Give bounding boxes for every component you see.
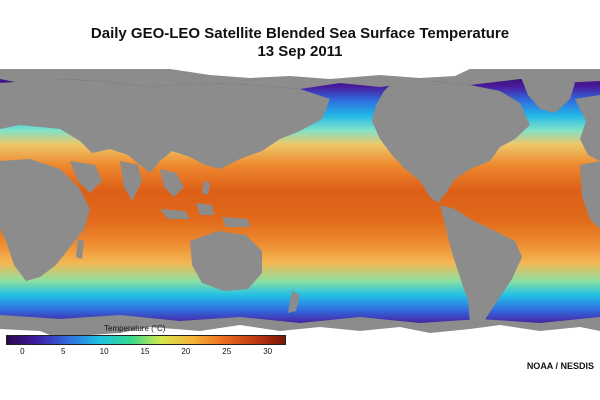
greenland [520, 75, 575, 113]
map-svg [0, 69, 600, 359]
southeast-asia [160, 169, 184, 197]
legend-title: Temperature (°C) [104, 324, 166, 333]
legend-tick-label: 10 [99, 347, 109, 356]
north-america [372, 81, 530, 203]
madagascar [76, 239, 84, 259]
legend-tick-label: 30 [263, 347, 273, 356]
legend-tick-label: 15 [140, 347, 150, 356]
arctic-ice [170, 69, 470, 79]
philippines [202, 181, 210, 195]
legend-colorbar [6, 335, 286, 345]
new-guinea [222, 217, 250, 227]
sst-map [0, 69, 600, 359]
europe-east-edge [575, 95, 600, 161]
indonesia-2 [196, 203, 214, 215]
japan [244, 129, 258, 153]
legend-tick-label: 25 [222, 347, 232, 356]
map-title: Daily GEO-LEO Satellite Blended Sea Surf… [90, 25, 510, 42]
africa-west-edge [580, 161, 600, 229]
africa [0, 159, 90, 281]
australia [190, 231, 262, 291]
legend-tick-label: 20 [181, 347, 191, 356]
india [120, 161, 142, 201]
legend-tick-label: 5 [61, 347, 66, 356]
legend-tick-label: 0 [20, 347, 25, 356]
antarctica-ice [0, 325, 600, 359]
new-zealand [288, 291, 300, 313]
temperature-legend: Temperature (°C) 0 5 10 15 20 25 30 [4, 323, 286, 359]
ice-shelf [490, 339, 600, 359]
indonesia-1 [160, 209, 190, 219]
source-credit: NOAA / NESDIS [526, 361, 594, 371]
arabia [70, 161, 102, 193]
south-america [440, 205, 522, 331]
map-date: 13 Sep 2011 [257, 43, 343, 60]
